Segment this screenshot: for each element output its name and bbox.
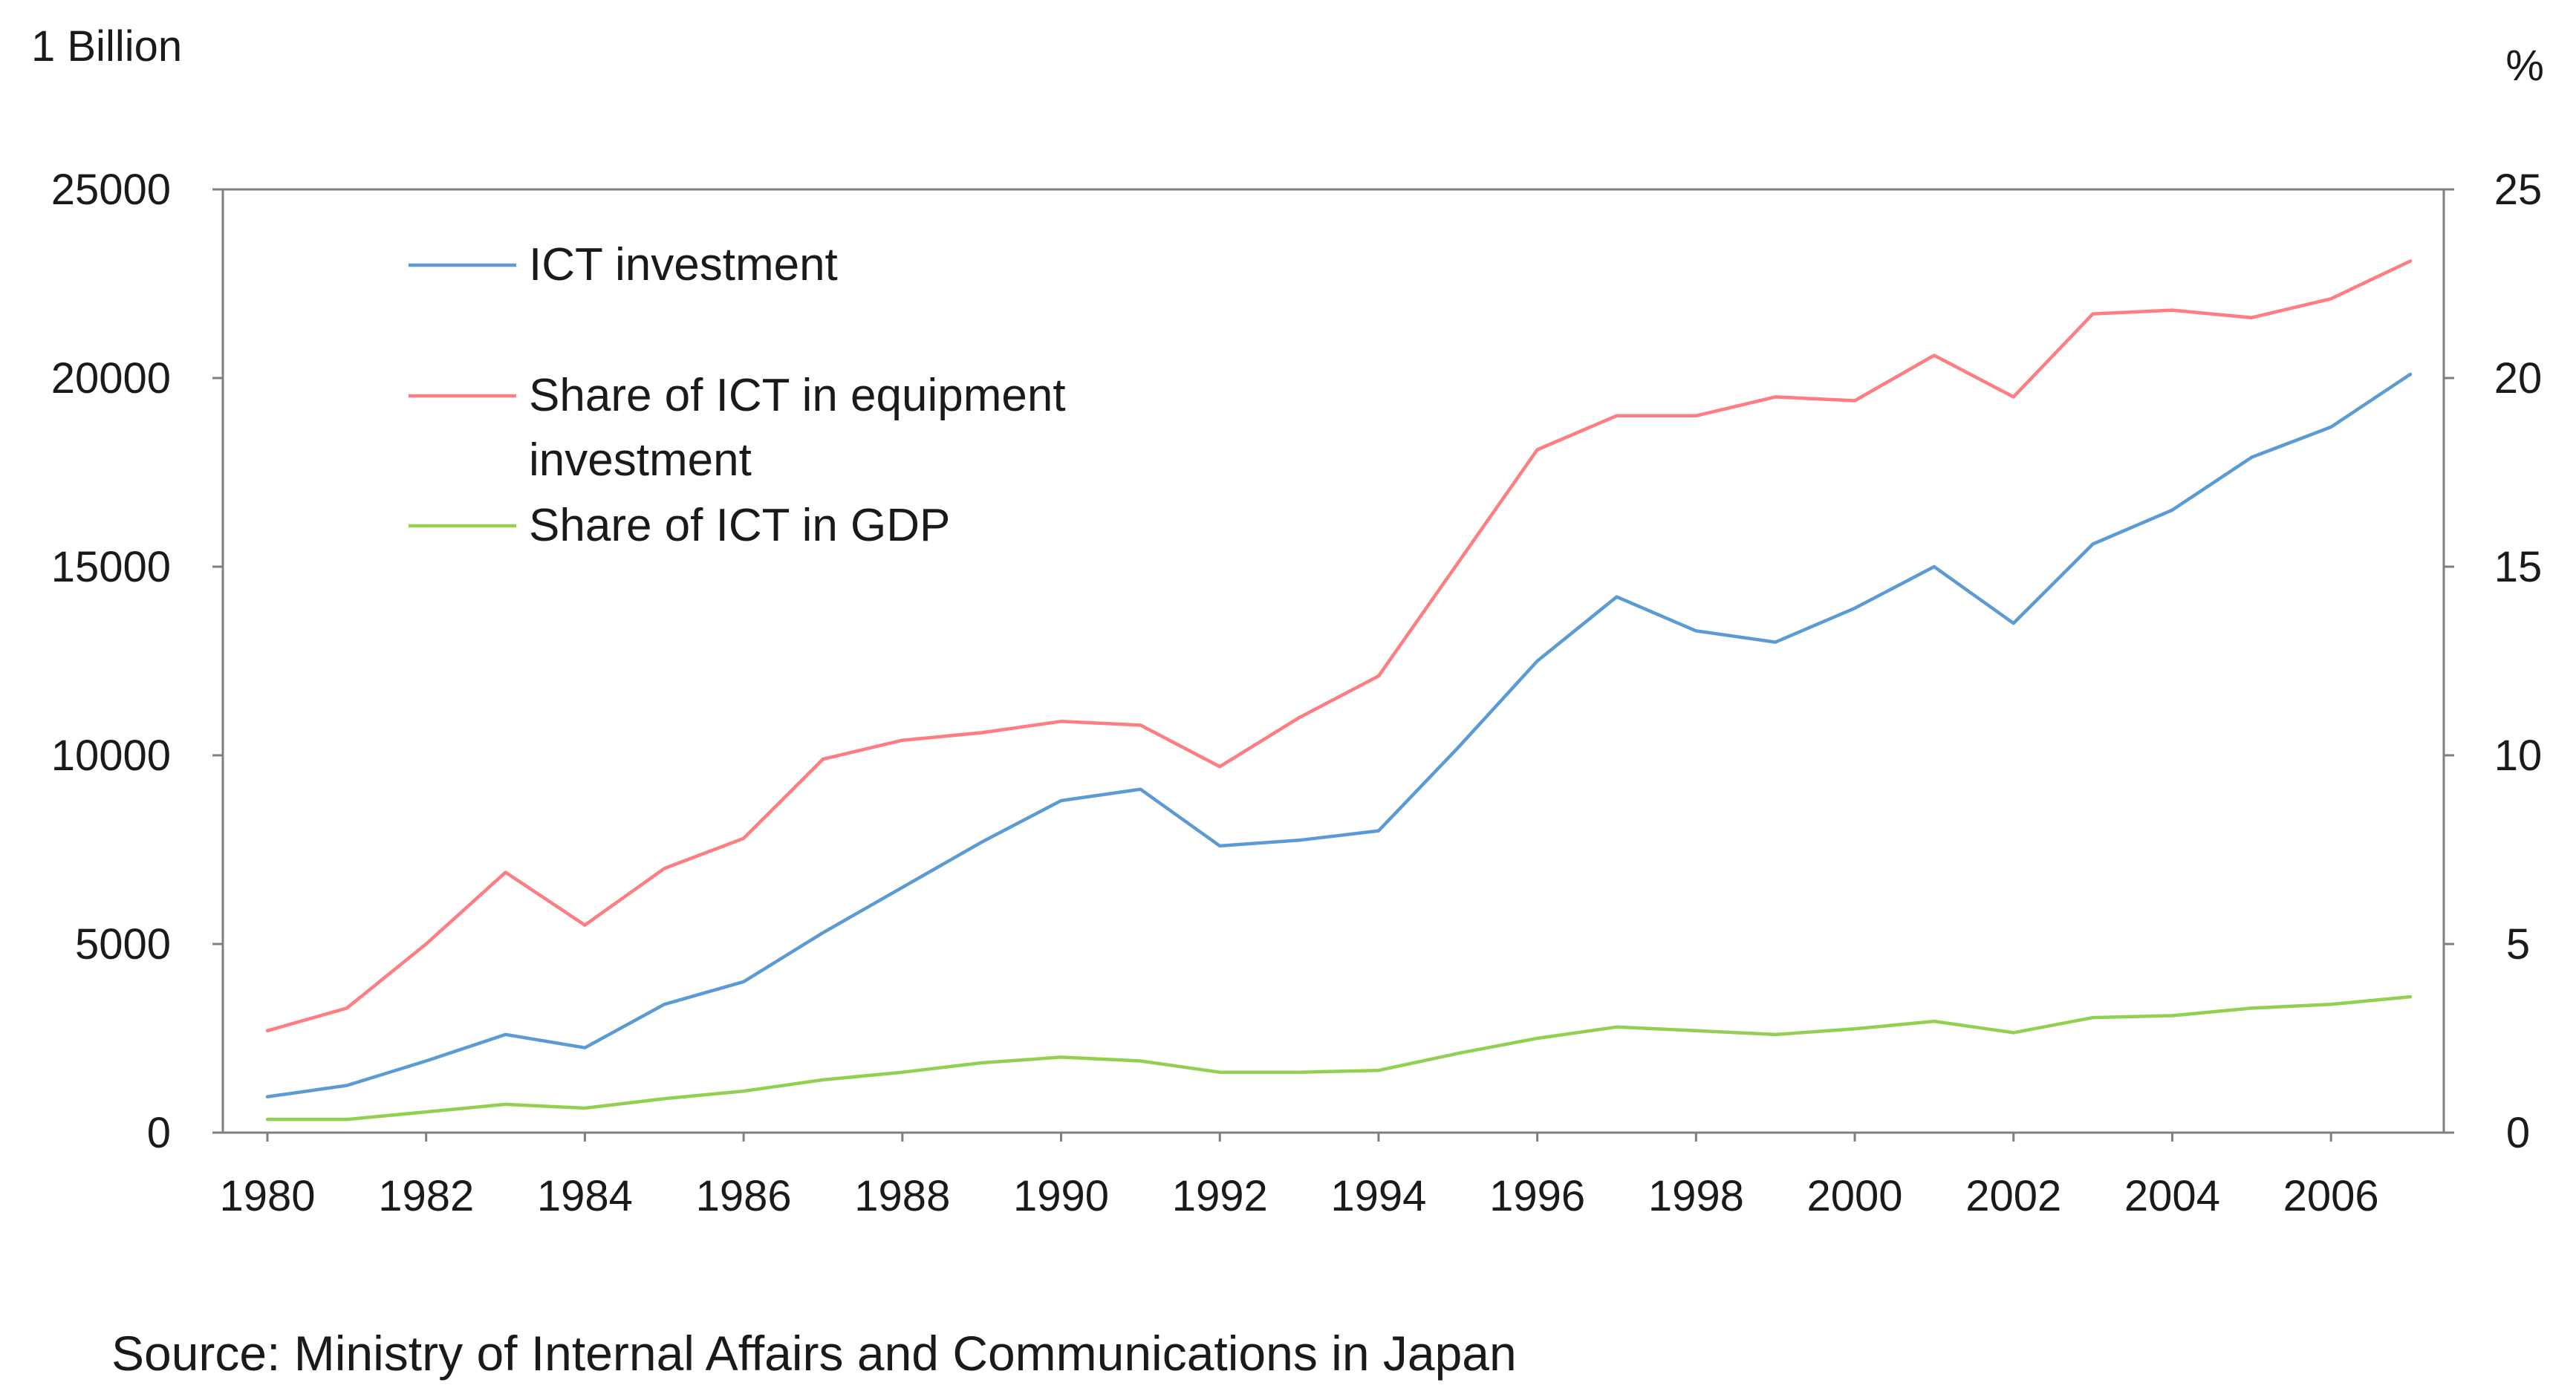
left-tick-label: 5000 xyxy=(75,920,171,968)
x-axis-ticks: 1980 1982 1984 1986 1988 1990 1992 1994 1996 1998… xyxy=(219,1133,2379,1220)
left-tick-label: 20000 xyxy=(51,354,171,403)
right-tick-label: 0 xyxy=(2506,1109,2530,1157)
series-line-0 xyxy=(265,372,2413,1098)
plot-area-frame xyxy=(221,188,2445,1134)
x-tick-label: 1984 xyxy=(537,1172,633,1220)
right-tick-label: 5 xyxy=(2506,920,2530,968)
legend-label-0: ICT investment xyxy=(529,239,838,290)
x-tick-label: 1982 xyxy=(378,1172,474,1220)
legend: ICT investment Share of ICT in equipment i… xyxy=(409,239,1066,551)
left-axis-unit-label: 1 Billion xyxy=(31,22,182,71)
series-lines xyxy=(265,259,2413,1121)
x-tick-label: 1980 xyxy=(219,1172,315,1220)
right-tick-label: 20 xyxy=(2494,354,2543,403)
right-tick-label: 25 xyxy=(2494,166,2543,214)
right-axis-ticks: 0 5 10 15 20 25 xyxy=(2444,166,2542,1157)
x-tick-label: 1994 xyxy=(1330,1172,1426,1220)
left-tick-label: 25000 xyxy=(51,166,171,214)
left-tick-label: 15000 xyxy=(51,543,171,591)
right-tick-label: 10 xyxy=(2494,732,2543,780)
x-tick-label: 1996 xyxy=(1489,1172,1585,1220)
series-line-1 xyxy=(265,259,2413,1033)
x-tick-label: 2002 xyxy=(1965,1172,2061,1220)
left-tick-label: 10000 xyxy=(51,732,171,780)
left-tick-label: 0 xyxy=(147,1109,171,1157)
left-axis-ticks: 0 5000 10000 15000 20000 25000 xyxy=(51,166,223,1157)
right-tick-label: 15 xyxy=(2494,543,2543,591)
legend-label-2: Share of ICT in GDP xyxy=(529,500,950,551)
x-tick-label: 2004 xyxy=(2124,1172,2220,1220)
x-tick-label: 1990 xyxy=(1013,1172,1109,1220)
x-tick-label: 1998 xyxy=(1648,1172,1744,1220)
x-tick-label: 1986 xyxy=(696,1172,792,1220)
x-tick-label: 1992 xyxy=(1172,1172,1268,1220)
x-tick-label: 2006 xyxy=(2283,1172,2379,1220)
series-line-2 xyxy=(265,994,2413,1121)
right-axis-unit-label: % xyxy=(2505,42,2544,90)
legend-label-1: Share of ICT in equipment investment xyxy=(529,370,1066,486)
x-tick-label: 2000 xyxy=(1807,1172,1903,1220)
x-tick-label: 1988 xyxy=(854,1172,950,1220)
source-note: Source: Ministry of Internal Affairs and… xyxy=(111,1326,1517,1381)
